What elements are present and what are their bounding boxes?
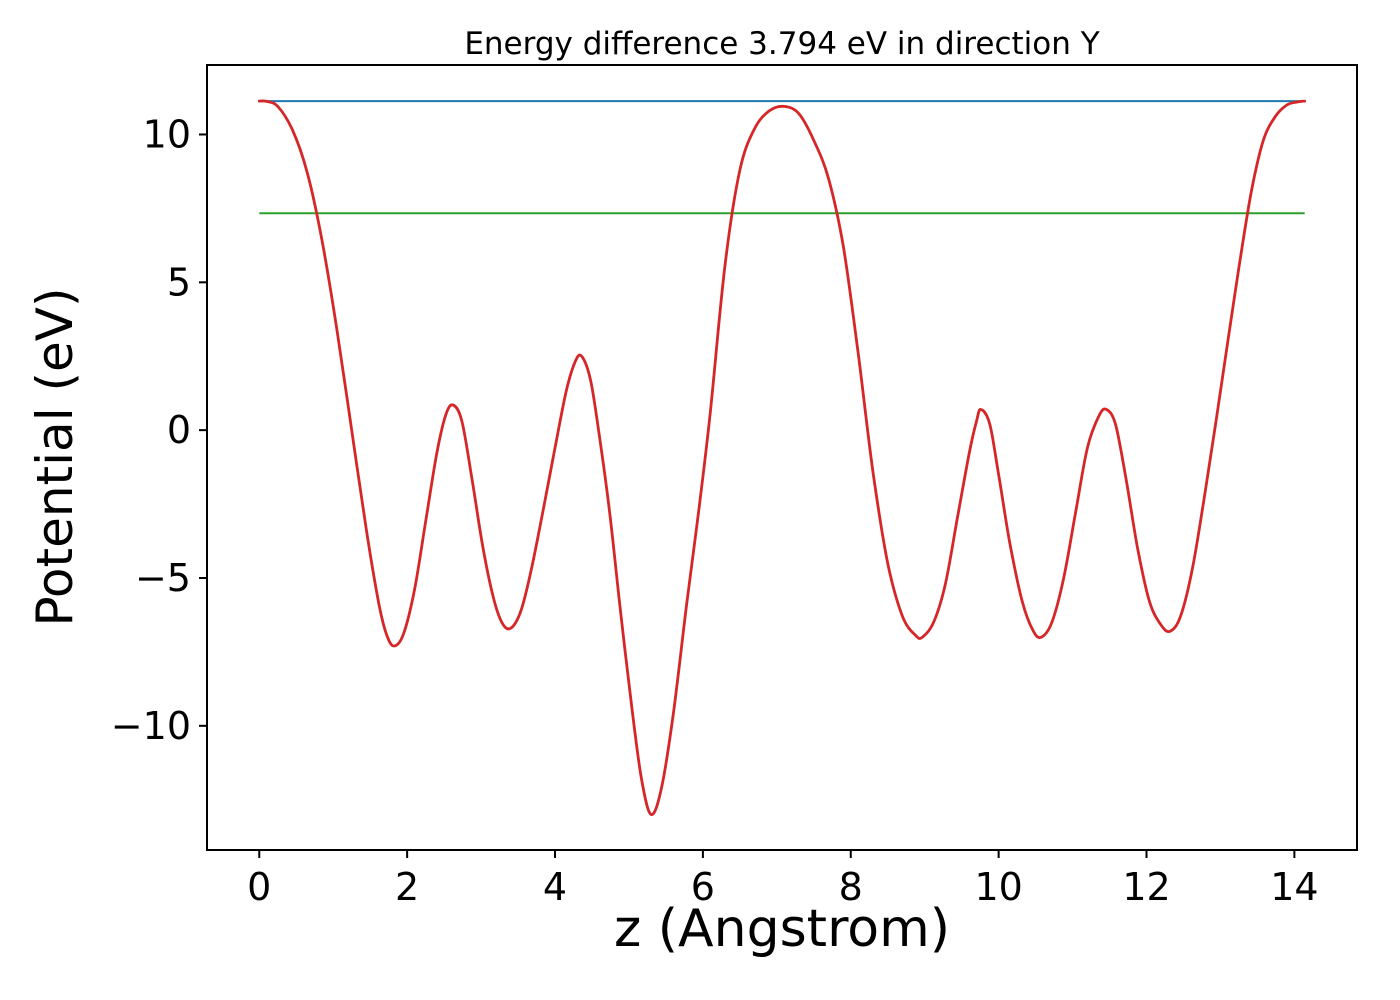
chart-title: Energy difference 3.794 eV in direction … [464, 26, 1100, 62]
plot-border [206, 64, 1358, 851]
x-axis-label: z (Angstrom) [613, 899, 951, 959]
potential-curve [257, 99, 1307, 816]
x-tick-label: 8 [839, 865, 863, 909]
x-tick-label: 6 [691, 865, 715, 909]
y-tick-label: 10 [143, 112, 191, 156]
y-tick-label: 0 [167, 408, 191, 452]
y-tick-label: −10 [111, 704, 191, 748]
y-axis-label: Potential (eV) [26, 287, 84, 627]
x-tick-label: 0 [247, 865, 271, 909]
y-tick-label: −5 [135, 556, 191, 600]
y-tick-label: 5 [167, 260, 191, 304]
x-tick-label: 10 [974, 865, 1022, 909]
x-tick-label: 2 [395, 865, 419, 909]
x-tick-label: 4 [543, 865, 567, 909]
x-tick-label: 14 [1270, 865, 1318, 909]
x-tick-label: 12 [1122, 865, 1170, 909]
